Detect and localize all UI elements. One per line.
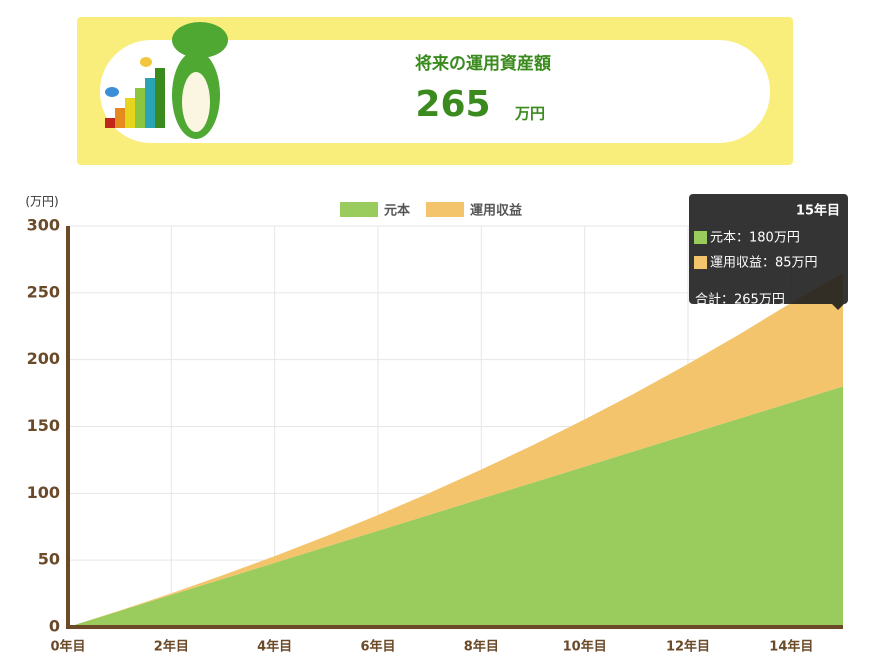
y-tick-label: 100 — [27, 483, 60, 502]
x-tick-label: 6年目 — [360, 639, 395, 655]
tooltip-box — [689, 194, 848, 304]
y-tick-label: 150 — [27, 416, 60, 435]
mascot — [105, 22, 228, 139]
tooltip-line: 運用収益：85万円 — [710, 256, 818, 271]
plot: 0 50 100 150 200 250 300 0年目 2年目 4年目 6年目 8年目 10年目 12年… — [27, 194, 848, 655]
y-tick-label: 0 — [49, 617, 60, 636]
header-pill — [100, 40, 770, 143]
y-tick-label: 250 — [27, 282, 60, 301]
tooltip-swatch — [694, 256, 707, 269]
tooltip-title: 15年目 — [796, 203, 840, 219]
tooltip-line: 元本：180万円 — [710, 231, 800, 246]
header-unit: 万円 — [514, 105, 545, 123]
tooltip-swatch — [694, 231, 707, 244]
tooltip-pointer — [832, 304, 844, 310]
legend-swatch — [426, 202, 465, 217]
x-tick-label: 10年目 — [563, 639, 607, 655]
legend-label: 運用収益 — [470, 203, 522, 219]
tooltip-line: 合計：265万円 — [695, 292, 785, 308]
x-tick-label: 14年目 — [769, 639, 813, 655]
y-tick-label: 50 — [38, 550, 60, 569]
x-tick-label: 12年目 — [666, 639, 710, 655]
y-tick-label: 200 — [27, 349, 60, 368]
legend-label: 元本 — [384, 203, 410, 219]
legend-swatch — [340, 202, 378, 217]
area — [68, 386, 843, 627]
x-tick-label: 2年目 — [154, 639, 189, 655]
y-axis-label: (万円) — [25, 195, 58, 209]
x-tick-label: 0年目 — [50, 639, 85, 655]
x-tick-label: 4年目 — [257, 639, 292, 655]
x-tick-label: 8年目 — [464, 639, 499, 655]
y-tick-label: 300 — [27, 216, 60, 235]
header-title: 将来の運用資産額 — [415, 53, 551, 74]
header-amount: 265 — [415, 84, 490, 125]
